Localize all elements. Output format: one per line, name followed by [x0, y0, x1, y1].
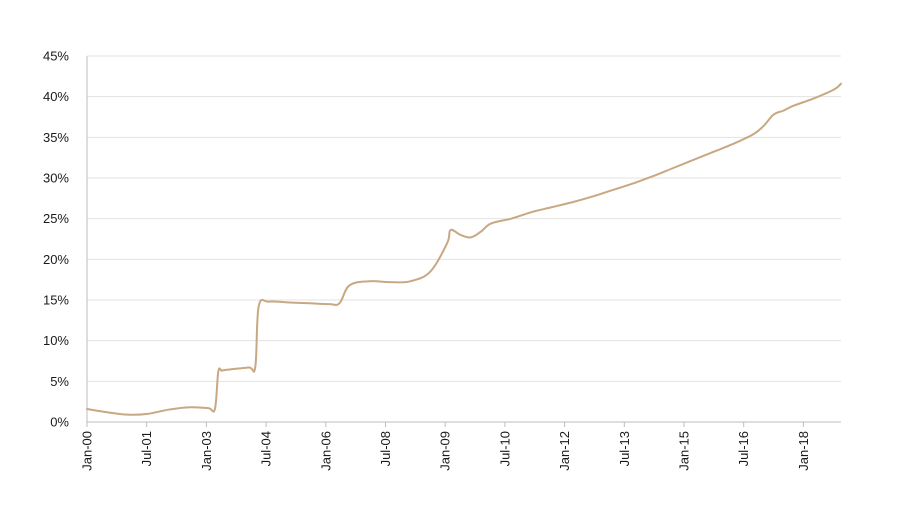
x-tick-label: Jul-01: [139, 431, 154, 466]
x-tick-label: Jan-09: [438, 431, 453, 471]
x-tick-label: Jan-12: [557, 431, 572, 471]
y-tick-label: 45%: [43, 49, 69, 64]
x-tick-label: Jul-10: [497, 431, 512, 466]
y-tick-labels: 0% 5% 10% 15% 20% 25% 30% 35% 40% 45%: [43, 49, 69, 430]
x-tick-label: Jul-13: [617, 431, 632, 466]
y-tick-label: 35%: [43, 130, 69, 145]
x-tick-label: Jan-18: [796, 431, 811, 471]
x-tick-label: Jan-00: [80, 431, 95, 471]
x-tick-label: Jul-08: [378, 431, 393, 466]
gridlines: [87, 55, 841, 382]
axes: [86, 56, 841, 427]
y-tick-label: 20%: [43, 252, 69, 267]
y-tick-label: 15%: [43, 293, 69, 308]
x-tick-label: Jul-04: [259, 431, 274, 466]
x-tick-label: Jan-03: [199, 431, 214, 471]
series-layer: [86, 82, 842, 416]
y-tick-label: 10%: [43, 333, 69, 348]
x-tick-label: Jul-16: [736, 431, 751, 466]
x-tick-labels: Jan-00 Jul-01 Jan-03 Jul-04 Jan-06 Jul-08 Jan-…: [80, 431, 811, 471]
series-line-0: [86, 82, 842, 416]
y-tick-label: 40%: [43, 89, 69, 104]
y-tick-label: 5%: [50, 374, 69, 389]
y-tick-label: 30%: [43, 171, 69, 186]
y-tick-label: 25%: [43, 211, 69, 226]
y-tick-label: 0%: [50, 415, 69, 430]
x-tick-label: Jan-06: [318, 431, 333, 471]
x-tick-label: Jan-15: [677, 431, 692, 471]
